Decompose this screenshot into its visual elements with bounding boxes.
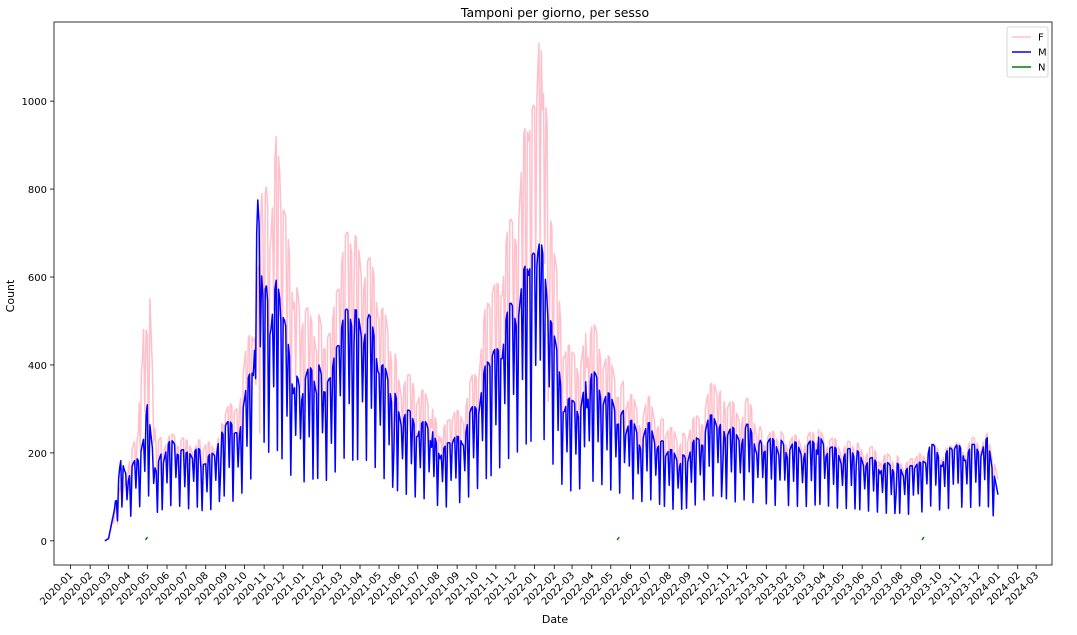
y-tick-label: 0 bbox=[41, 537, 47, 548]
y-tick-label: 400 bbox=[28, 361, 47, 372]
series-N-segment bbox=[921, 536, 925, 541]
x-axis-label: Date bbox=[542, 613, 569, 626]
series-N-segment bbox=[616, 536, 620, 541]
plot-frame bbox=[53, 21, 1053, 566]
legend-label-M: M bbox=[1038, 48, 1047, 59]
series-F-line bbox=[104, 42, 999, 542]
legend-label-F: F bbox=[1038, 33, 1044, 44]
y-axis-label: Count bbox=[4, 279, 17, 312]
chart-title: Tamponi per giorno, per sesso bbox=[460, 5, 649, 20]
y-tick-label: 600 bbox=[28, 273, 47, 284]
legend-label-N: N bbox=[1038, 63, 1045, 74]
y-tick-label: 800 bbox=[28, 185, 47, 196]
series-N-group bbox=[144, 536, 925, 541]
series-N-segment bbox=[144, 536, 149, 541]
plot-area bbox=[104, 42, 999, 542]
y-tick-label: 1000 bbox=[22, 97, 47, 108]
y-tick-label: 200 bbox=[28, 449, 47, 460]
series-M-group bbox=[104, 199, 999, 542]
series-F-group bbox=[104, 42, 999, 542]
series-M-line bbox=[104, 199, 999, 542]
legend: FMN bbox=[1006, 26, 1049, 78]
